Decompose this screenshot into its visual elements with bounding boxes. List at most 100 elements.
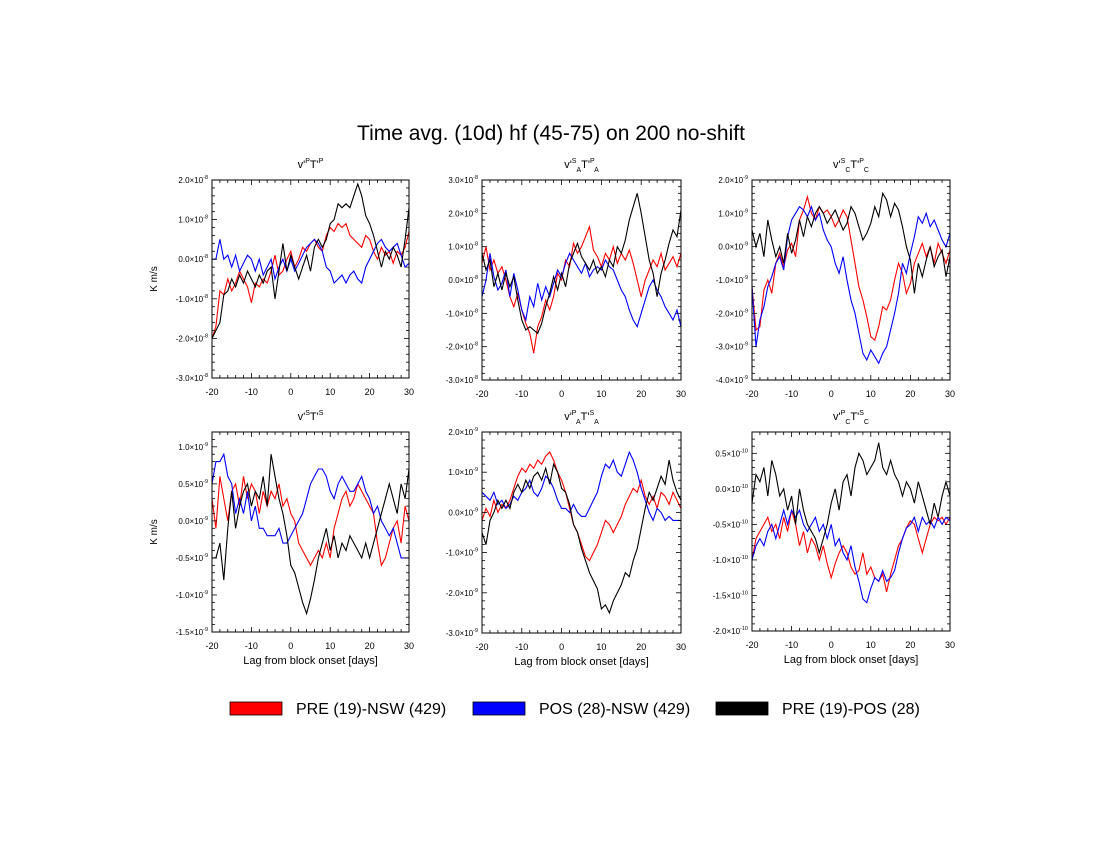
y-tick-label: -1.0×10-8 — [446, 308, 478, 318]
legend-swatch — [229, 701, 283, 716]
y-tick-label: 0.5×10-9 — [178, 479, 208, 489]
x-tick-label: -10 — [245, 641, 258, 651]
x-tick-label: -10 — [785, 640, 798, 650]
y-tick-label: -1.0×10-9 — [716, 275, 748, 285]
y-tick-label: -3.0×10-9 — [716, 342, 748, 352]
y-axis-label: K m/s — [149, 519, 160, 545]
plot-frame — [211, 431, 410, 633]
x-tick-label: -20 — [475, 389, 488, 399]
x-tick-label: 0 — [559, 642, 564, 652]
series-line — [752, 508, 950, 604]
legend-label: POS (28)-NSW (429) — [539, 701, 690, 718]
x-tick-label: 0 — [559, 389, 564, 399]
y-tick-label: 0.0×10-8 — [448, 275, 478, 285]
y-tick-label: -1.0×10-9 — [176, 590, 208, 600]
legend-label: PRE (19)-POS (28) — [782, 701, 920, 718]
plot-frame — [751, 431, 951, 632]
x-axis-label: Lag from block onset [days] — [784, 654, 919, 666]
y-tick-label: -0.5×10-10 — [713, 519, 748, 529]
x-tick-label: 10 — [325, 387, 335, 397]
x-tick-label: 10 — [596, 642, 606, 652]
x-tick-label: -10 — [515, 642, 528, 652]
y-tick-label: 2.0×10-9 — [448, 427, 478, 437]
x-tick-label: -10 — [785, 389, 798, 399]
series-line — [212, 452, 409, 559]
x-tick-label: 0 — [288, 387, 293, 397]
chart-panel-4: -20 -10 0 10 20 30 -1.5×10-9 -1.0×10-9 -0.5×10-9… — [149, 410, 414, 667]
chart-panel-6: -20 -10 0 10 20 30 -2.0×10-10 -1.5×10-10 -1.0×10… — [713, 410, 955, 666]
series-line — [752, 442, 950, 555]
y-tick-label: -3.0×10-8 — [446, 375, 478, 385]
y-tick-label: 0.5×10-10 — [715, 448, 748, 458]
x-tick-label: 20 — [905, 640, 915, 650]
series-line — [482, 450, 681, 522]
y-tick-label: -1.5×10-10 — [713, 590, 748, 600]
x-tick-label: -10 — [245, 387, 258, 397]
plot-frame — [481, 179, 682, 381]
legend-item: PRE (19)-POS (28) — [715, 701, 920, 718]
x-tick-label: 20 — [636, 389, 646, 399]
series-line — [482, 451, 681, 562]
x-tick-label: -20 — [205, 641, 218, 651]
y-tick-label: 1.0×10-9 — [718, 208, 748, 218]
x-axis-label: Lag from block onset [days] — [514, 656, 649, 668]
y-tick-label: 2.0×10-9 — [718, 175, 748, 185]
x-tick-label: -20 — [745, 389, 758, 399]
x-tick-label: 0 — [288, 641, 293, 651]
y-tick-label: 0.0×10-9 — [718, 242, 748, 252]
x-tick-label: -20 — [745, 640, 758, 650]
y-tick-label: -1.0×10-10 — [713, 555, 748, 565]
series-line — [752, 205, 950, 365]
x-tick-label: 30 — [404, 387, 414, 397]
y-tick-label: 2.0×10-8 — [178, 175, 208, 185]
x-tick-label: 20 — [365, 641, 375, 651]
plot-frame — [751, 179, 951, 381]
panel-title: v'PCT'SC — [833, 410, 869, 426]
panel-title: v'ST'S — [298, 410, 324, 423]
chart-panel-5: -20 -10 0 10 20 30 -3.0×10-9 -2.0×10-9 -1.0×10-9… — [446, 410, 686, 668]
x-tick-label: 10 — [596, 389, 606, 399]
x-tick-label: 10 — [325, 641, 335, 651]
y-axis-label: K m/s — [149, 266, 160, 292]
x-tick-label: 10 — [866, 389, 876, 399]
chart-panel-1: -20 -10 0 10 20 30 -3.0×10-8 -2.0×10-8 -1.0×10-8… — [149, 158, 414, 397]
legend-item: POS (28)-NSW (429) — [472, 701, 690, 718]
panel-title: v'PT'P — [298, 158, 324, 171]
series-line — [482, 193, 681, 335]
y-tick-label: -1.0×10-8 — [176, 294, 208, 304]
legend-swatch — [715, 701, 769, 716]
panel-title: v'SAT'PA — [564, 158, 599, 174]
series-line — [482, 459, 681, 615]
x-tick-label: 10 — [866, 640, 876, 650]
x-tick-label: 20 — [905, 389, 915, 399]
series-line — [752, 510, 950, 593]
y-tick-label: -2.0×10-9 — [716, 308, 748, 318]
chart-panel-3: -20 -10 0 10 20 30 -4.0×10-9 -3.0×10-9 -2.0×10-9… — [716, 158, 955, 399]
y-tick-label: 1.0×10-9 — [178, 442, 208, 452]
y-tick-label: -1.0×10-9 — [446, 548, 478, 558]
plot-frame — [481, 431, 682, 634]
y-tick-label: 1.0×10-9 — [448, 467, 478, 477]
y-tick-label: 2.0×10-8 — [448, 208, 478, 218]
y-tick-label: 0.0×10-8 — [178, 254, 208, 264]
x-tick-label: -10 — [515, 389, 528, 399]
series-line — [752, 191, 950, 294]
y-tick-label: -3.0×10-8 — [176, 373, 208, 383]
x-tick-label: 30 — [676, 389, 686, 399]
y-tick-label: 1.0×10-8 — [178, 215, 208, 225]
legend-label: PRE (19)-NSW (429) — [296, 701, 446, 718]
y-tick-label: -2.0×10-9 — [446, 588, 478, 598]
series-line — [212, 454, 409, 616]
series-line — [212, 182, 409, 339]
y-tick-label: 0.0×10-9 — [448, 507, 478, 517]
legend: PRE (19)-NSW (429) POS (28)-NSW (429) PRE … — [229, 701, 920, 718]
x-tick-label: 0 — [829, 389, 834, 399]
x-tick-label: 20 — [365, 387, 375, 397]
x-tick-label: -20 — [475, 642, 488, 652]
x-tick-label: 20 — [636, 642, 646, 652]
plot-frame — [211, 179, 410, 379]
series-line — [482, 224, 681, 354]
y-tick-label: -2.0×10-8 — [446, 342, 478, 352]
y-tick-label: 1.0×10-8 — [448, 242, 478, 252]
